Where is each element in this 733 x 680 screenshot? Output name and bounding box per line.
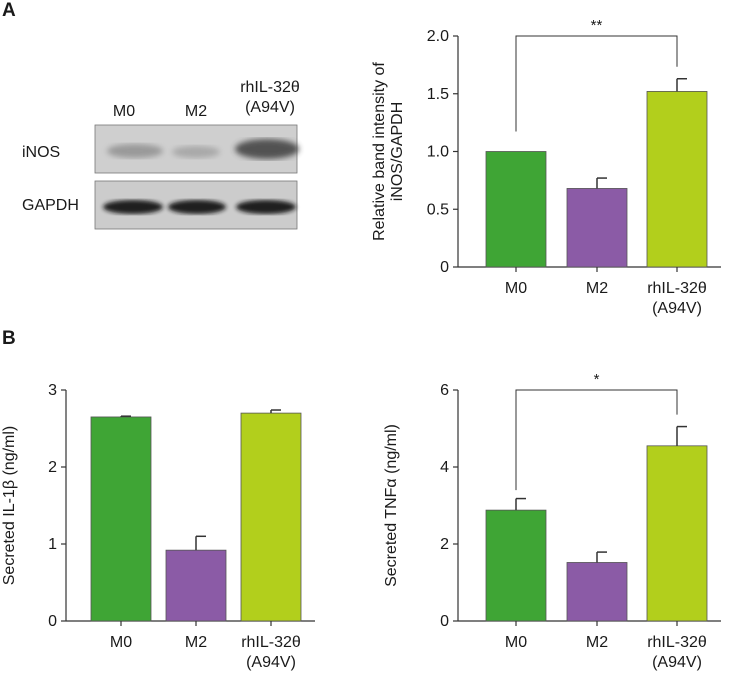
bar	[485, 509, 547, 622]
bar	[165, 549, 227, 622]
y-axis-label: iNOS/GAPDH	[389, 102, 406, 202]
y-tick-label: 2.0	[427, 28, 449, 45]
bar	[485, 151, 547, 268]
panel-label-b: B	[2, 328, 16, 349]
lane-label-rhil32: rhIL-32θ (A94V)	[240, 79, 300, 116]
y-axis-label: Relative band intensity of	[371, 62, 388, 241]
bar	[566, 188, 628, 268]
x-tick-label: rhIL-32θ	[241, 634, 301, 651]
y-tick-label: 4	[440, 459, 449, 476]
significance-bracket	[515, 35, 678, 132]
y-tick-label: 2	[48, 459, 57, 476]
x-tick-label: (A94V)	[246, 654, 296, 671]
y-tick-label: 1.5	[427, 86, 449, 103]
lane-label-m0: M0	[112, 103, 136, 120]
blot-strip-gapdh	[94, 180, 298, 230]
significance-label: *	[594, 371, 600, 388]
bar	[566, 562, 628, 622]
y-tick-label: 2	[440, 536, 449, 553]
significance-label: **	[591, 17, 603, 34]
x-tick-label: M0	[110, 634, 132, 651]
bar	[90, 416, 152, 622]
blot-strip-inos	[94, 124, 299, 174]
band-label-inos: iNOS	[22, 144, 61, 161]
y-tick-label: 0.5	[427, 201, 449, 218]
y-tick-label: 0	[440, 259, 449, 276]
bar	[646, 91, 708, 268]
y-tick-label: 1	[48, 536, 57, 553]
x-tick-label: rhIL-32θ	[647, 634, 707, 651]
x-tick-label: M2	[586, 280, 608, 297]
band-label-gapdh: GAPDH	[22, 197, 79, 214]
y-tick-label: 1.0	[427, 144, 449, 161]
bar	[240, 412, 302, 622]
x-tick-label: M0	[505, 634, 527, 651]
x-tick-label: (A94V)	[652, 654, 702, 671]
x-tick-label: rhIL-32θ	[647, 280, 707, 297]
y-axis-label: Secreted TNFα (ng/ml)	[383, 424, 400, 587]
x-tick-label: M0	[505, 280, 527, 297]
x-tick-label: (A94V)	[652, 300, 702, 317]
bar	[646, 445, 708, 622]
y-tick-label: 0	[440, 613, 449, 630]
y-axis-label: Secreted IL-1β (ng/ml)	[1, 426, 18, 585]
significance-bracket	[515, 389, 678, 491]
y-tick-label: 6	[440, 382, 449, 399]
y-tick-label: 0	[48, 613, 57, 630]
x-tick-label: M2	[185, 634, 207, 651]
y-tick-label: 3	[48, 382, 57, 399]
x-tick-label: M2	[586, 634, 608, 651]
panel-label-a: A	[2, 0, 16, 21]
lane-label-m2: M2	[184, 103, 208, 120]
